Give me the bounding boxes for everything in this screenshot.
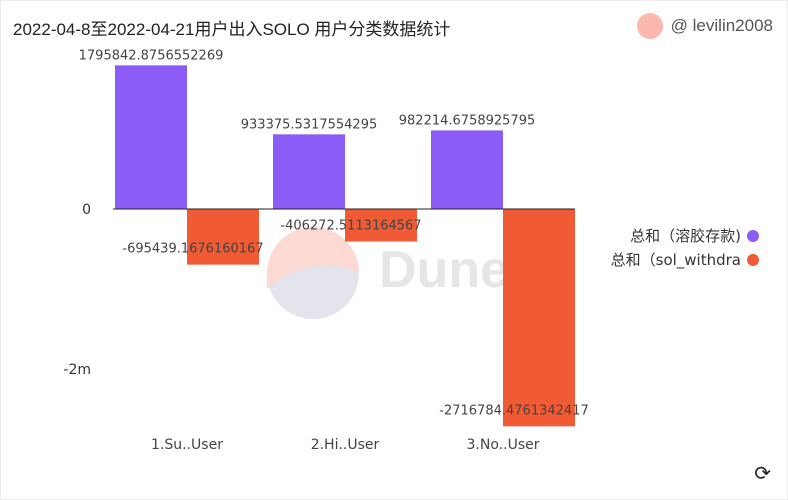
legend-marker[interactable] bbox=[747, 254, 759, 266]
refresh-icon[interactable]: ⟳ bbox=[754, 461, 771, 485]
bar[interactable] bbox=[503, 209, 575, 427]
x-tick-label: 3.No..User bbox=[467, 437, 540, 453]
legend-label[interactable]: 总和（sol_withdra bbox=[611, 251, 741, 270]
legend-label[interactable]: 总和（溶胶存款) bbox=[630, 227, 741, 245]
y-tick-label: -2m bbox=[63, 362, 91, 378]
legend-marker[interactable] bbox=[747, 230, 759, 242]
data-label: 982214.6758925795 bbox=[399, 113, 535, 128]
watermark-text: Dune bbox=[379, 241, 509, 299]
x-tick-label: 1.Su..User bbox=[151, 437, 223, 453]
bar[interactable] bbox=[345, 209, 417, 242]
bar[interactable] bbox=[273, 134, 345, 209]
author-name: @ levilin2008 bbox=[670, 16, 773, 35]
bar[interactable] bbox=[115, 65, 187, 209]
chart-title: 2022-04-8至2022-04-21用户出入SOLO 用户分类数据统计 bbox=[13, 20, 451, 39]
x-tick-label: 2.Hi..User bbox=[311, 437, 380, 453]
author[interactable]: @ levilin2008 bbox=[636, 13, 773, 39]
watermark-logo-shade bbox=[267, 264, 359, 319]
bar[interactable] bbox=[431, 130, 503, 209]
data-label: -2716784.4761342417 bbox=[439, 403, 588, 418]
data-label: -406272.5113164567 bbox=[280, 219, 421, 234]
data-label: 1795842.8756552269 bbox=[79, 48, 224, 63]
y-tick-label: 0 bbox=[82, 202, 91, 218]
bar[interactable] bbox=[187, 209, 259, 265]
data-label: 933375.5317554295 bbox=[241, 117, 377, 132]
data-label: -695439.1676160167 bbox=[122, 242, 263, 257]
avatar bbox=[636, 13, 663, 39]
